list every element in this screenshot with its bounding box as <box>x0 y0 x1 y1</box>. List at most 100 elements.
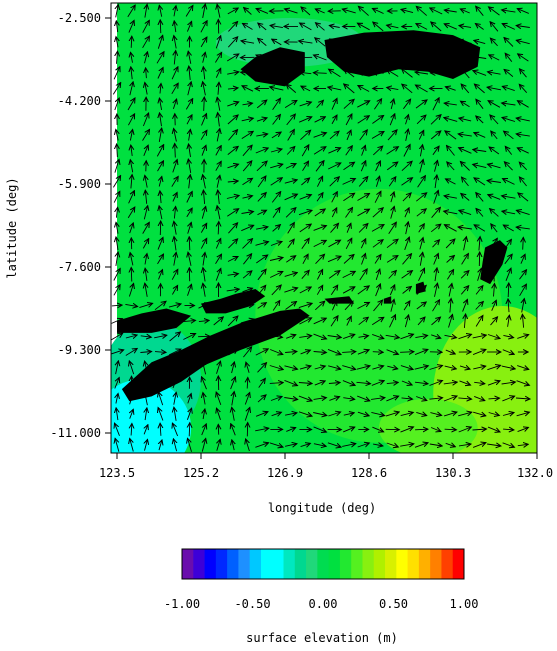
current-arrow-509 <box>342 271 356 279</box>
current-arrow-389 <box>285 208 296 218</box>
current-arrow-255 <box>445 131 457 140</box>
current-arrow-630 <box>415 335 427 337</box>
current-arrow-538 <box>342 287 355 294</box>
current-arrow-127 <box>271 69 283 77</box>
current-arrow-503 <box>257 269 266 281</box>
current-arrow-784 <box>131 424 132 436</box>
current-arrow-158 <box>301 86 311 92</box>
current-arrow-533 <box>271 285 281 296</box>
current-arrow-321 <box>145 175 147 188</box>
current-arrow-116 <box>113 67 120 80</box>
current-arrow-646 <box>228 349 238 356</box>
current-arrow-683 <box>342 365 355 370</box>
current-arrow-304 <box>315 161 324 172</box>
current-arrow-438 <box>157 237 163 250</box>
current-arrow-249 <box>359 130 368 141</box>
land-mass-8 <box>383 296 392 304</box>
current-arrow-562 <box>272 301 280 311</box>
current-arrow-449 <box>313 240 327 248</box>
current-arrow-318 <box>519 162 528 171</box>
current-arrow-166 <box>415 85 428 93</box>
current-arrow-291 <box>130 160 132 173</box>
current-arrow-3 <box>159 5 161 17</box>
current-arrow-109 <box>431 56 442 59</box>
current-arrow-251 <box>387 130 397 141</box>
current-arrow-795 <box>286 428 295 432</box>
current-arrow-713 <box>356 382 371 383</box>
current-arrow-219 <box>345 114 352 126</box>
current-arrow-174 <box>114 98 119 111</box>
current-arrow-696 <box>114 378 119 389</box>
current-arrow-781 <box>502 413 514 416</box>
current-arrow-204 <box>128 114 134 126</box>
current-arrow-581 <box>126 321 136 322</box>
current-arrow-76 <box>373 38 384 47</box>
current-arrow-413 <box>218 222 219 235</box>
current-arrow-663 <box>472 349 486 356</box>
current-arrow-73 <box>330 39 340 46</box>
current-arrow-244 <box>287 130 295 141</box>
current-arrow-694 <box>501 366 515 369</box>
current-arrow-544 <box>435 283 438 297</box>
current-arrow-455 <box>404 237 410 251</box>
y-axis-label: latitude (deg) <box>5 177 19 278</box>
current-arrow-54 <box>475 24 484 30</box>
current-arrow-628 <box>385 335 400 337</box>
current-arrow-643 <box>184 347 194 357</box>
current-arrow-731 <box>203 393 205 405</box>
current-arrow-523 <box>128 284 133 297</box>
current-arrow-117 <box>131 67 132 80</box>
current-arrow-0 <box>116 5 119 18</box>
current-arrow-274 <box>301 145 309 157</box>
current-arrow-77 <box>387 38 399 46</box>
current-arrow-297 <box>215 161 221 171</box>
current-arrow-25 <box>476 6 484 16</box>
current-arrow-497 <box>171 269 178 280</box>
current-arrow-301 <box>270 164 283 168</box>
current-arrow-298 <box>227 164 239 168</box>
elevation-field <box>111 3 537 453</box>
current-arrow-761 <box>217 408 221 420</box>
current-arrow-650 <box>285 352 297 353</box>
current-arrow-799 <box>343 427 355 433</box>
current-arrow-445 <box>255 242 269 246</box>
current-arrow-480 <box>343 255 354 264</box>
current-arrow-75 <box>357 41 370 43</box>
current-arrow-671 <box>174 362 177 374</box>
current-arrow-354 <box>203 190 204 204</box>
current-arrow-764 <box>255 412 268 417</box>
current-arrow-362 <box>316 193 323 202</box>
colorbar-swatch-14 <box>339 549 352 579</box>
current-arrow-450 <box>328 240 341 248</box>
current-arrow-160 <box>328 87 342 90</box>
current-arrow-422 <box>347 223 351 233</box>
current-arrow-505 <box>284 273 298 277</box>
current-arrow-85 <box>504 38 514 47</box>
current-arrow-148 <box>160 84 161 94</box>
colorbar-tick-label-2: 0.00 <box>309 597 338 611</box>
current-arrow-689 <box>429 366 443 370</box>
current-arrow-168 <box>445 87 456 91</box>
current-arrow-191 <box>357 101 369 108</box>
current-arrow-474 <box>256 255 267 264</box>
current-arrow-53 <box>459 26 472 28</box>
current-arrow-273 <box>286 147 295 155</box>
current-arrow-640 <box>140 352 151 353</box>
colorbar-swatch-8 <box>272 549 284 579</box>
current-arrow-597 <box>358 317 369 326</box>
current-arrow-266 <box>189 144 191 158</box>
current-arrow-793 <box>255 428 269 431</box>
current-arrow-809 <box>487 426 500 432</box>
current-arrow-284 <box>447 146 455 156</box>
current-arrow-488 <box>461 254 469 265</box>
current-arrow-659 <box>414 349 428 356</box>
x-tick-label-0: 123.5 <box>99 466 135 480</box>
current-arrow-609 <box>111 333 123 341</box>
current-arrow-82 <box>458 41 472 44</box>
current-arrow-405 <box>516 210 530 216</box>
colorbar-swatch-10 <box>294 549 307 579</box>
current-arrow-677 <box>257 363 267 373</box>
current-arrow-139 <box>446 69 456 78</box>
colorbar-swatch-9 <box>283 549 296 579</box>
current-arrow-372 <box>461 194 470 201</box>
